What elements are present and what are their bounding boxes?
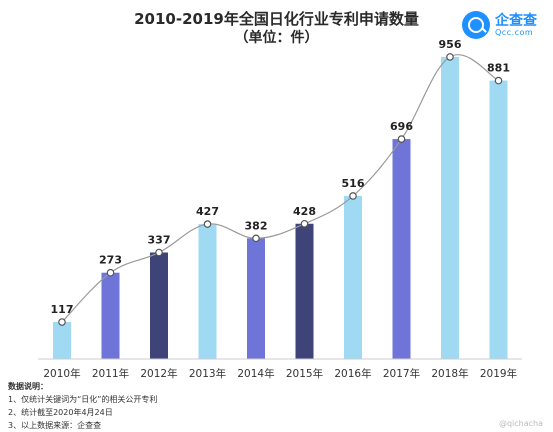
data-notes: 数据说明： 1、仅统计关键词为“日化”的相关公开专利 2、统计截至2020年4月… [8, 380, 157, 432]
bar [441, 56, 459, 360]
x-tick-label: 2012年 [140, 367, 177, 380]
chart-unit-subtitle: （单位：件） [234, 30, 319, 46]
bar [295, 223, 314, 359]
qichacha-logo: 企查查 Qcc.com [462, 10, 547, 42]
bar [247, 238, 265, 359]
line-point [300, 219, 309, 228]
line-point [397, 135, 406, 143]
x-tick-label: 2019年 [480, 367, 517, 380]
note-item: 3、以上数据来源：企查查 [8, 421, 102, 430]
bar [392, 139, 411, 359]
data-label: 956 [439, 38, 462, 51]
data-label: 337 [148, 234, 171, 247]
bar [53, 322, 71, 359]
line-point [446, 53, 454, 61]
data-label: 427 [196, 205, 219, 218]
watermark: @qichacha [498, 419, 543, 428]
data-label: 881 [487, 62, 510, 75]
line-point [349, 192, 357, 200]
x-tick-label: 2018年 [431, 367, 468, 380]
x-tick-label: 2016年 [334, 367, 371, 380]
line-point [58, 318, 66, 326]
x-tick-label: 2011年 [92, 367, 129, 380]
x-tick-label: 2017年 [383, 367, 420, 380]
note-item: 2、统计截至2020年4月24日 [8, 408, 113, 417]
x-tick-label: 2013年 [189, 367, 226, 380]
data-label: 117 [51, 303, 74, 316]
magnifier-icon [462, 11, 490, 39]
logo-domain: Qcc.com [495, 28, 534, 37]
bar [101, 272, 120, 359]
line-point [494, 76, 503, 85]
data-label: 382 [245, 219, 268, 232]
line-point [106, 268, 115, 277]
x-tick-label: 2014年 [237, 367, 274, 380]
x-tick-label: 2010年 [43, 367, 80, 380]
data-label: 696 [390, 120, 413, 133]
bar [344, 195, 362, 359]
chart-title: 2010-2019年全国日化行业专利申请数量 [134, 10, 419, 28]
x-tick-label: 2015年 [286, 367, 323, 380]
bar [198, 224, 217, 359]
note-item: 1、仅统计关键词为“日化”的相关公开专利 [8, 395, 158, 404]
bar [489, 80, 508, 359]
logo-name: 企查查 [495, 13, 537, 29]
bar [150, 252, 168, 359]
data-label: 516 [342, 177, 365, 190]
data-label: 428 [293, 205, 316, 218]
line-point [252, 234, 260, 243]
line-point [203, 220, 212, 228]
line-point [155, 248, 163, 257]
data-label: 273 [99, 254, 122, 267]
trend-line [61, 54, 499, 323]
notes-heading: 数据说明： [8, 382, 48, 391]
